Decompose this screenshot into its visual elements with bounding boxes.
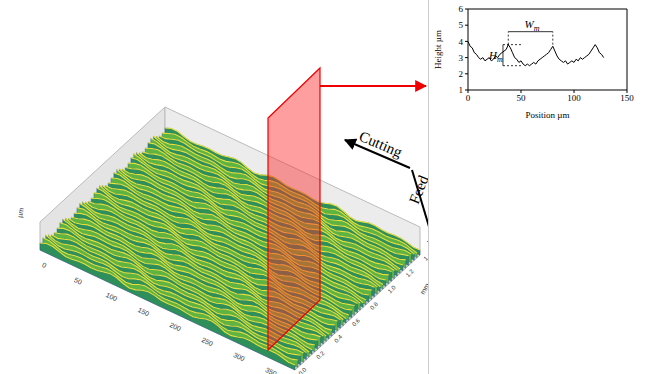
- svg-text:0.4: 0.4: [333, 333, 344, 344]
- svg-text:Height µm: Height µm: [433, 30, 443, 69]
- svg-text:0.2: 0.2: [315, 350, 326, 361]
- svg-text:Cutting: Cutting: [357, 128, 405, 161]
- svg-text:4: 4: [459, 37, 464, 47]
- svg-text:1: 1: [459, 85, 464, 95]
- svg-text:200: 200: [169, 321, 183, 332]
- svg-text:150: 150: [620, 93, 634, 103]
- svg-text:50: 50: [517, 93, 527, 103]
- svg-text:mm: mm: [419, 282, 428, 296]
- svg-text:50: 50: [73, 276, 83, 286]
- svg-text:5: 5: [459, 20, 464, 30]
- svg-text:Feed: Feed: [406, 173, 428, 206]
- svg-text:2: 2: [459, 69, 464, 79]
- svg-text:150: 150: [137, 306, 151, 317]
- svg-text:250: 250: [201, 336, 215, 347]
- svg-text:Hm: Hm: [488, 49, 503, 64]
- svg-text:300: 300: [232, 351, 246, 362]
- svg-text:1.2: 1.2: [405, 268, 416, 279]
- svg-text:350: 350: [264, 366, 278, 374]
- svg-text:Wm: Wm: [525, 18, 540, 33]
- svg-text:3: 3: [459, 53, 464, 63]
- svg-text:0: 0: [41, 261, 48, 269]
- svg-text:6: 6: [459, 4, 464, 14]
- svg-text:0: 0: [466, 93, 471, 103]
- svg-text:µm: µm: [16, 207, 26, 218]
- svg-text:1.0: 1.0: [387, 284, 398, 295]
- svg-text:0.8: 0.8: [369, 300, 380, 311]
- svg-text:100: 100: [567, 93, 581, 103]
- svg-text:0.0: 0.0: [297, 366, 308, 374]
- svg-text:0.6: 0.6: [351, 317, 362, 328]
- svg-text:100: 100: [105, 291, 119, 302]
- svg-text:Position µm: Position µm: [526, 110, 570, 120]
